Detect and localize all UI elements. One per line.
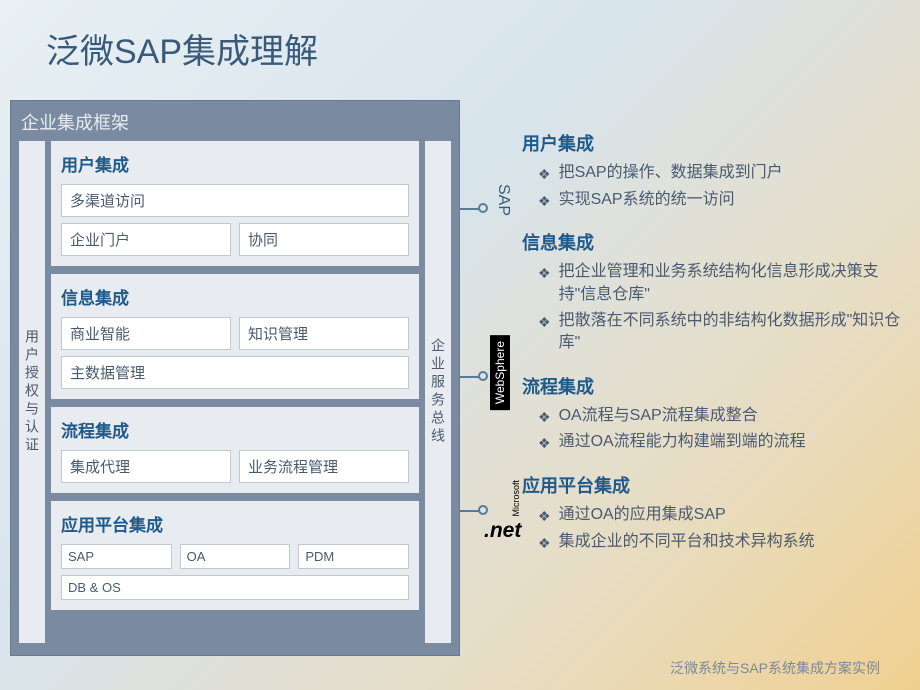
section-title: 信息集成 (61, 284, 409, 309)
section-row: 主数据管理 (61, 356, 409, 389)
topic-title: 应用平台集成 (522, 472, 902, 498)
section-title: 流程集成 (61, 417, 409, 442)
topic-bullet: ❖ 把SAP的操作、数据集成到门户 (538, 162, 902, 185)
topic-bullet: ❖ 通过OA的应用集成SAP (538, 504, 902, 527)
section-cell: 业务流程管理 (239, 450, 409, 483)
left-vertical-column: 用户授权与认证 (19, 141, 45, 643)
topic-bullet: ❖ 实现SAP系统的统一访问 (538, 189, 902, 212)
framework-section: 应用平台集成 SAP OA PDM DB & OS (51, 501, 419, 610)
section-cell: 知识管理 (239, 317, 409, 350)
bullet-icon: ❖ (538, 165, 551, 185)
section-cell: 商业智能 (61, 317, 231, 350)
connector-dot (478, 371, 488, 381)
section-row: 企业门户协同 (61, 223, 409, 256)
topic: 流程集成 ❖ OA流程与SAP流程集成整合 ❖ 通过OA流程能力构建端到端的流程 (522, 373, 902, 454)
section-row: 集成代理业务流程管理 (61, 450, 409, 483)
connector-line (460, 376, 480, 378)
topic: 用户集成 ❖ 把SAP的操作、数据集成到门户 ❖ 实现SAP系统的统一访问 (522, 130, 902, 211)
connector-line (460, 510, 480, 512)
bullet-text: 把散落在不同系统中的非结构化数据形成"知识仓库" (559, 310, 902, 355)
topic-bullet: ❖ 把企业管理和业务系统结构化信息形成决策支持"信息仓库" (538, 261, 902, 306)
section-cell: SAP (61, 544, 172, 569)
topic-bullet: ❖ OA流程与SAP流程集成整合 (538, 405, 902, 428)
websphere-badge: WebSphere (490, 335, 510, 410)
bullet-text: 通过OA流程能力构建端到端的流程 (559, 431, 806, 453)
bullet-icon: ❖ (538, 408, 551, 428)
right-vertical-column: 企业服务总线 (425, 141, 451, 643)
section-cell: DB & OS (61, 575, 409, 600)
sap-label: SAP (494, 184, 512, 216)
framework-section: 流程集成集成代理业务流程管理 (51, 407, 419, 493)
bullet-icon: ❖ (538, 534, 551, 554)
footer-text: 泛微系统与SAP系统集成方案实例 (670, 658, 880, 678)
topic-bullet: ❖ 把散落在不同系统中的非结构化数据形成"知识仓库" (538, 310, 902, 355)
topics-panel: 用户集成 ❖ 把SAP的操作、数据集成到门户 ❖ 实现SAP系统的统一访问信息集成 ❖ 把企… (522, 130, 902, 571)
bullet-text: 把企业管理和业务系统结构化信息形成决策支持"信息仓库" (559, 261, 902, 306)
section-row: SAP OA PDM (61, 544, 409, 569)
bullet-text: 通过OA的应用集成SAP (559, 504, 726, 526)
section-cell: OA (180, 544, 291, 569)
connector-dot (478, 203, 488, 213)
topic: 信息集成 ❖ 把企业管理和业务系统结构化信息形成决策支持"信息仓库" ❖ 把散落在不同系… (522, 229, 902, 355)
topic-bullet: ❖ 通过OA流程能力构建端到端的流程 (538, 431, 902, 454)
bullet-icon: ❖ (538, 192, 551, 212)
topic-title: 信息集成 (522, 229, 902, 255)
section-cell: 集成代理 (61, 450, 231, 483)
section-row: 商业智能知识管理 (61, 317, 409, 350)
section-title: 用户集成 (61, 151, 409, 176)
bullet-icon: ❖ (538, 313, 551, 333)
sections-column: 用户集成多渠道访问企业门户协同信息集成商业智能知识管理主数据管理流程集成集成代理… (51, 141, 419, 643)
topic: 应用平台集成 ❖ 通过OA的应用集成SAP ❖ 集成企业的不同平台和技术异构系统 (522, 472, 902, 553)
section-cell: PDM (298, 544, 409, 569)
topic-title: 流程集成 (522, 373, 902, 399)
section-cell: 主数据管理 (61, 356, 409, 389)
topic-bullet: ❖ 集成企业的不同平台和技术异构系统 (538, 531, 902, 554)
framework-section: 用户集成多渠道访问企业门户协同 (51, 141, 419, 266)
section-row: 多渠道访问 (61, 184, 409, 217)
bullet-text: 把SAP的操作、数据集成到门户 (559, 162, 783, 184)
bullet-icon: ❖ (538, 264, 551, 284)
section-cell: 协同 (239, 223, 409, 256)
net-text: .net (484, 519, 521, 542)
section-title: 应用平台集成 (61, 511, 409, 536)
bullet-text: 实现SAP系统的统一访问 (559, 189, 735, 211)
frame-title: 企业集成框架 (11, 101, 459, 141)
bullet-icon: ❖ (538, 434, 551, 454)
bullet-text: OA流程与SAP流程集成整合 (559, 405, 758, 427)
slide-title: 泛微SAP集成理解 (46, 24, 318, 73)
section-row: DB & OS (61, 575, 409, 600)
connector-line (460, 208, 480, 210)
dotnet-badge: Microsoft .net (484, 480, 521, 541)
bullet-icon: ❖ (538, 507, 551, 527)
framework-section: 信息集成商业智能知识管理主数据管理 (51, 274, 419, 399)
topic-title: 用户集成 (522, 130, 902, 156)
bullet-text: 集成企业的不同平台和技术异构系统 (559, 531, 815, 553)
enterprise-framework: 企业集成框架 用户授权与认证 用户集成多渠道访问企业门户协同信息集成商业智能知识… (10, 100, 460, 656)
section-cell: 多渠道访问 (61, 184, 409, 217)
microsoft-text: Microsoft (512, 480, 521, 517)
section-cell: 企业门户 (61, 223, 231, 256)
